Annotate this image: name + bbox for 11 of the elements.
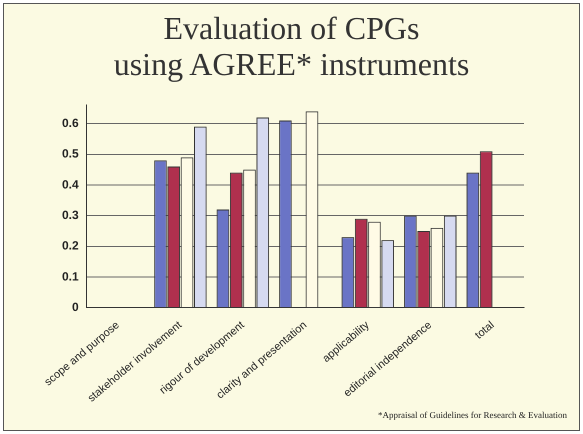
y-tick-label: 0.5	[62, 146, 79, 161]
y-tick-label: 0.1	[62, 269, 79, 284]
y-tick-label: 0.4	[62, 177, 79, 192]
text: Evaluation of CPGs	[164, 10, 420, 46]
x-tick-label: total	[472, 319, 497, 342]
y-tick-label: 0.6	[62, 116, 79, 130]
y-tick-label: 0.2	[62, 238, 79, 253]
y-tick-label: 0	[72, 300, 79, 314]
y-tick-label: 0.3	[62, 208, 79, 222]
text: *Appraisal of Guidelines for Research & Evaluation	[378, 410, 567, 420]
text: using AGREE* instruments	[114, 46, 470, 82]
